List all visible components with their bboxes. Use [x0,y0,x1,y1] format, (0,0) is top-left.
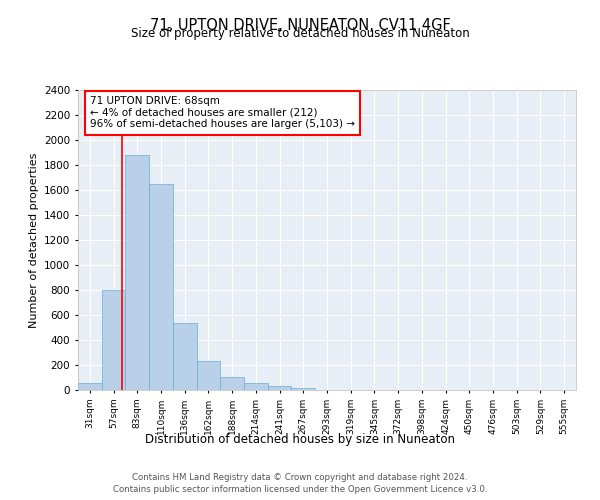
Y-axis label: Number of detached properties: Number of detached properties [29,152,38,328]
Bar [149,184,173,390]
Bar [197,360,220,390]
Text: Size of property relative to detached houses in Nuneaton: Size of property relative to detached ho… [131,28,469,40]
Text: Distribution of detached houses by size in Nuneaton: Distribution of detached houses by size … [145,432,455,446]
Bar [268,386,292,390]
Text: Contains HM Land Registry data © Crown copyright and database right 2024.: Contains HM Land Registry data © Crown c… [132,472,468,482]
Text: 71, UPTON DRIVE, NUNEATON, CV11 4GF: 71, UPTON DRIVE, NUNEATON, CV11 4GF [149,18,451,32]
Bar [78,383,102,390]
Bar [244,383,268,390]
Text: Contains public sector information licensed under the Open Government Licence v3: Contains public sector information licen… [113,485,487,494]
Text: 71 UPTON DRIVE: 68sqm
← 4% of detached houses are smaller (212)
96% of semi-deta: 71 UPTON DRIVE: 68sqm ← 4% of detached h… [90,96,355,130]
Bar [125,155,149,390]
Bar [220,377,244,390]
Bar [173,323,197,390]
Bar [292,388,315,390]
Bar [102,290,125,390]
